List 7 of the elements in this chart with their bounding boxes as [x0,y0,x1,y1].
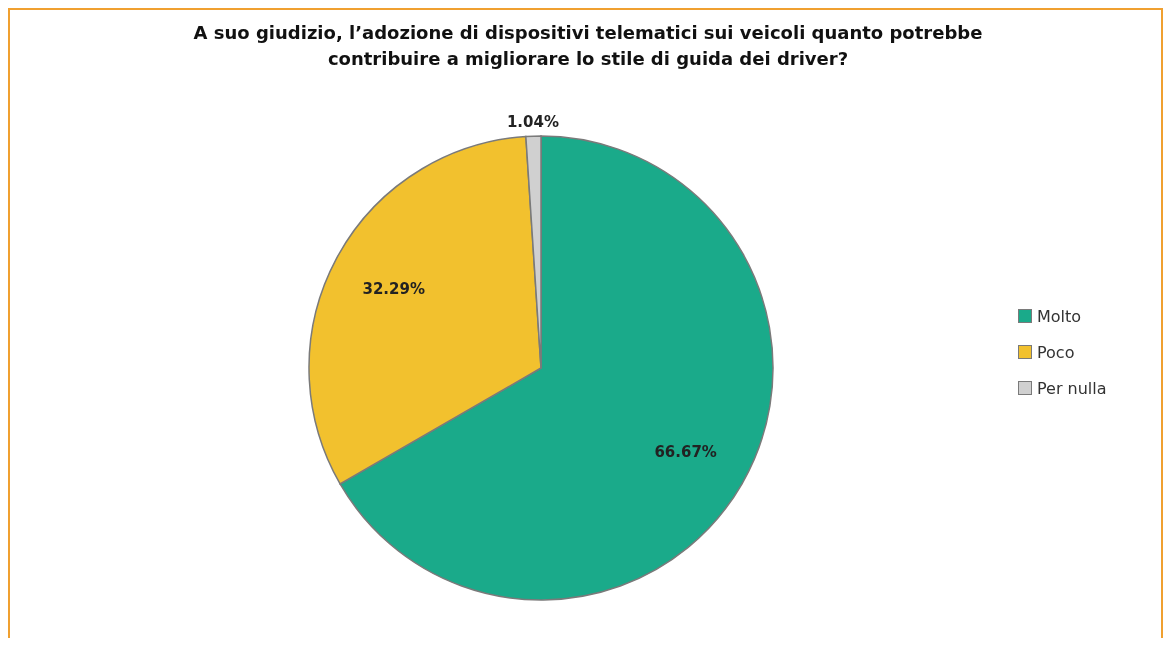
data-label: 32.29% [362,280,425,299]
legend-label: Per nulla [1037,378,1107,398]
data-label: 1.04% [506,113,559,132]
legend-label: Poco [1037,342,1075,362]
legend-label: Molto [1037,306,1082,326]
data-label: 66.67% [654,442,717,461]
chart-title: A suo giudizio, l’adozione di dispositivi telematici sui veicoli quanto potrebbe contribuire a migliorare lo stile di guida dei driver? [192,21,984,71]
